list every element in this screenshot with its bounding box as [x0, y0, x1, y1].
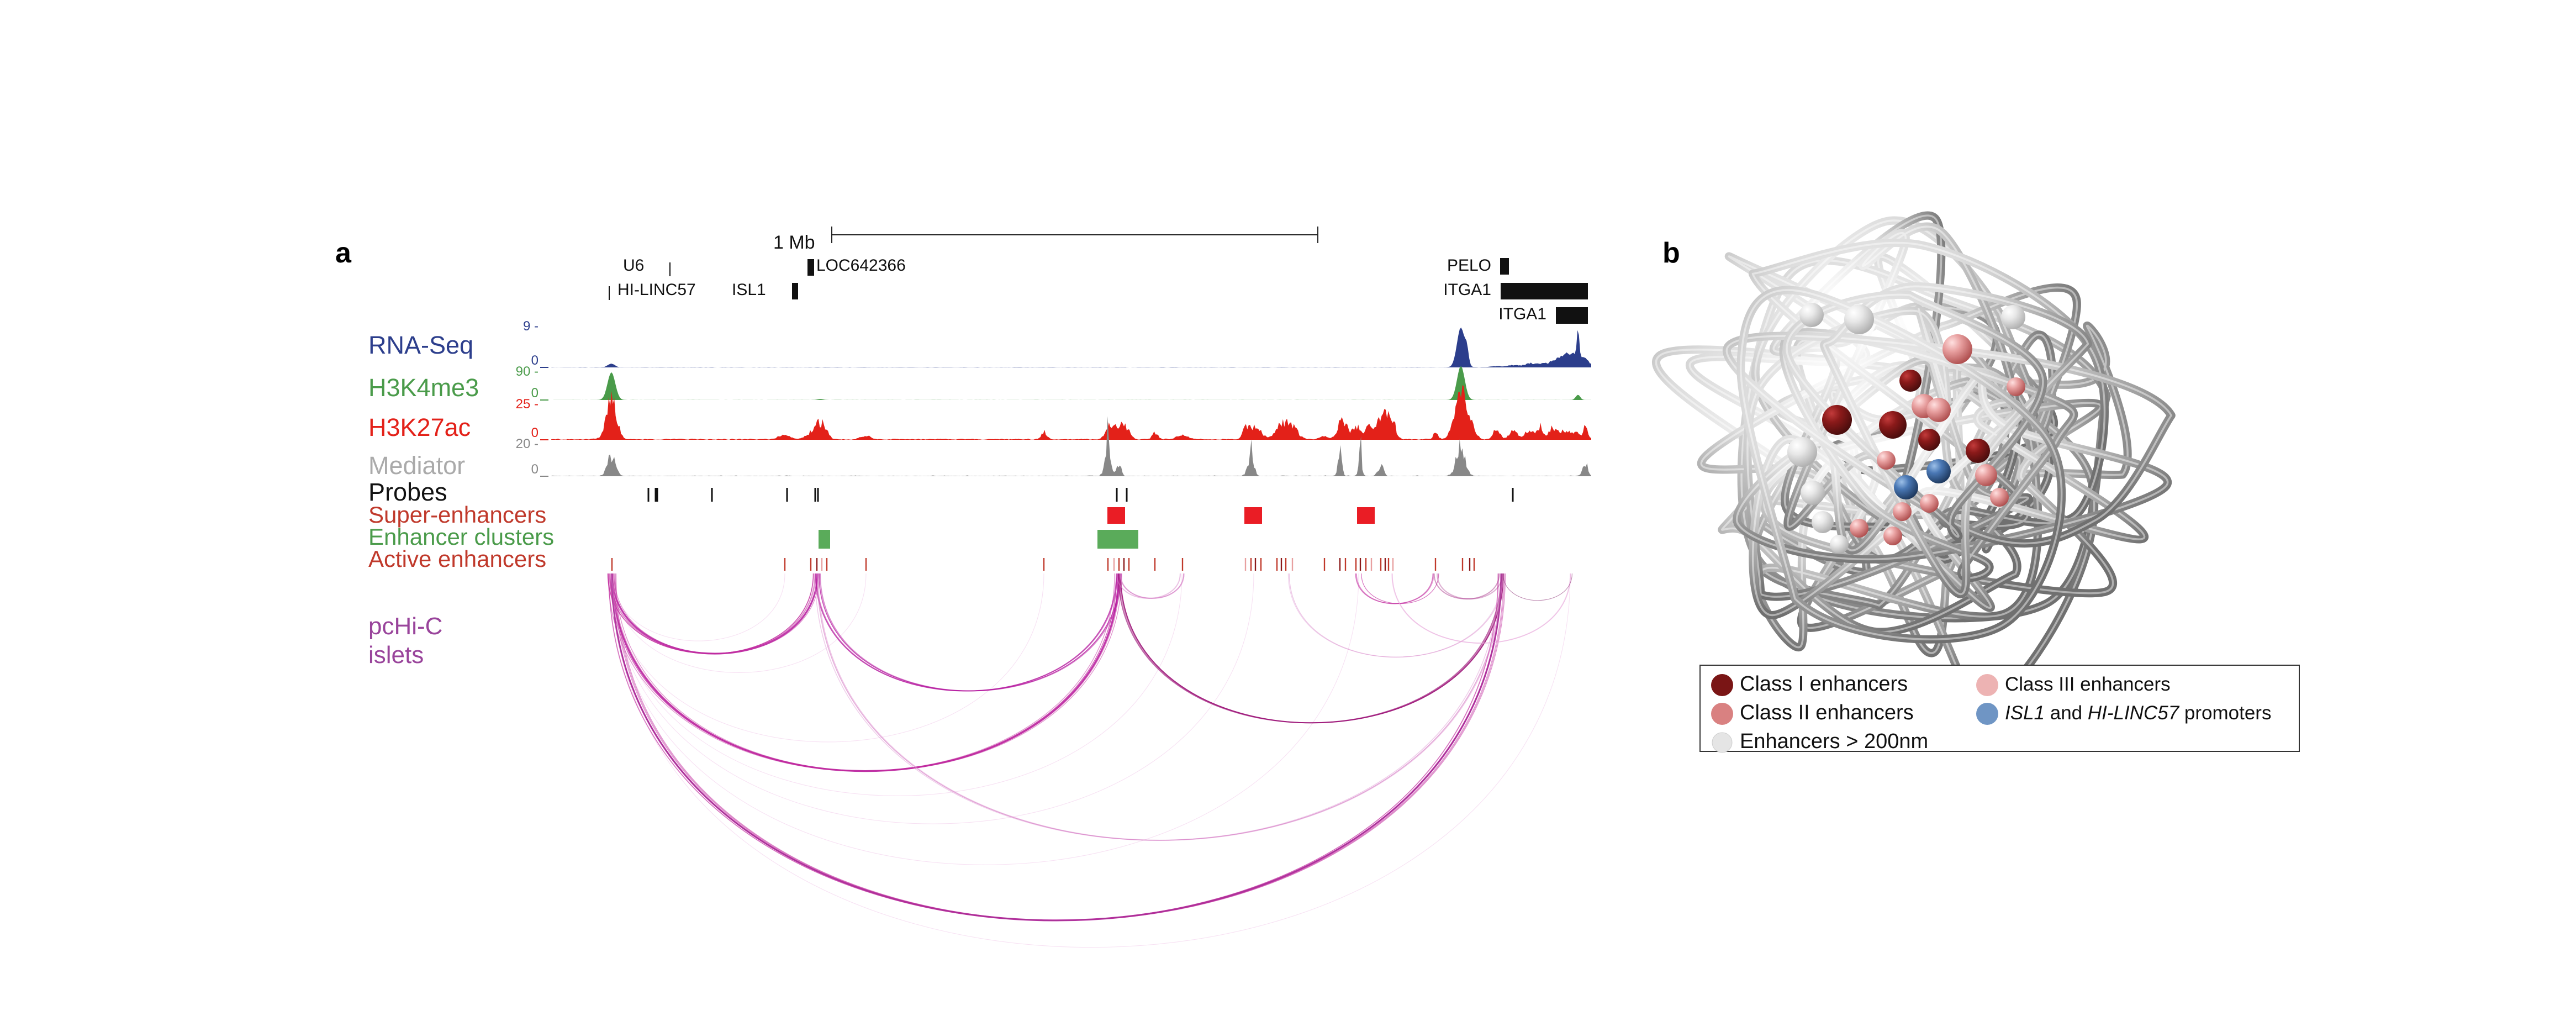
svg-text:pcHi-C: pcHi-C: [368, 613, 442, 640]
svg-text:0: 0: [531, 462, 539, 477]
svg-text:90 -: 90 -: [516, 364, 539, 379]
svg-text:Enhancers > 200nm: Enhancers > 200nm: [1740, 730, 1928, 753]
svg-text:H3K27ac: H3K27ac: [368, 413, 471, 441]
svg-text:Mediator: Mediator: [368, 451, 465, 480]
svg-text:1 Mb: 1 Mb: [773, 232, 815, 253]
svg-text:U6: U6: [623, 256, 644, 275]
svg-text:20 -: 20 -: [516, 436, 539, 451]
svg-text:9 -: 9 -: [523, 319, 539, 334]
svg-text:LOC642366: LOC642366: [816, 256, 906, 275]
svg-text:PELO: PELO: [1447, 256, 1491, 275]
svg-text:b: b: [1662, 237, 1680, 269]
svg-text:ITGA1: ITGA1: [1498, 305, 1546, 323]
svg-text:ITGA1: ITGA1: [1443, 281, 1491, 299]
svg-text:RNA-Seq: RNA-Seq: [368, 331, 473, 359]
svg-text:ISL1 and HI-LINC57 promoters: ISL1 and HI-LINC57 promoters: [2005, 702, 2271, 724]
svg-text:a: a: [335, 237, 352, 269]
svg-text:islets: islets: [368, 641, 424, 669]
svg-text:H3K4me3: H3K4me3: [368, 373, 479, 402]
svg-text:ISL1: ISL1: [732, 281, 766, 299]
svg-text:Class III enhancers: Class III enhancers: [2005, 673, 2171, 695]
svg-text:25 -: 25 -: [516, 397, 539, 412]
svg-text:Class I enhancers: Class I enhancers: [1740, 672, 1908, 696]
svg-text:Active enhancers: Active enhancers: [368, 546, 546, 572]
svg-text:HI-LINC57: HI-LINC57: [617, 281, 696, 299]
svg-text:Class II enhancers: Class II enhancers: [1740, 701, 1914, 724]
